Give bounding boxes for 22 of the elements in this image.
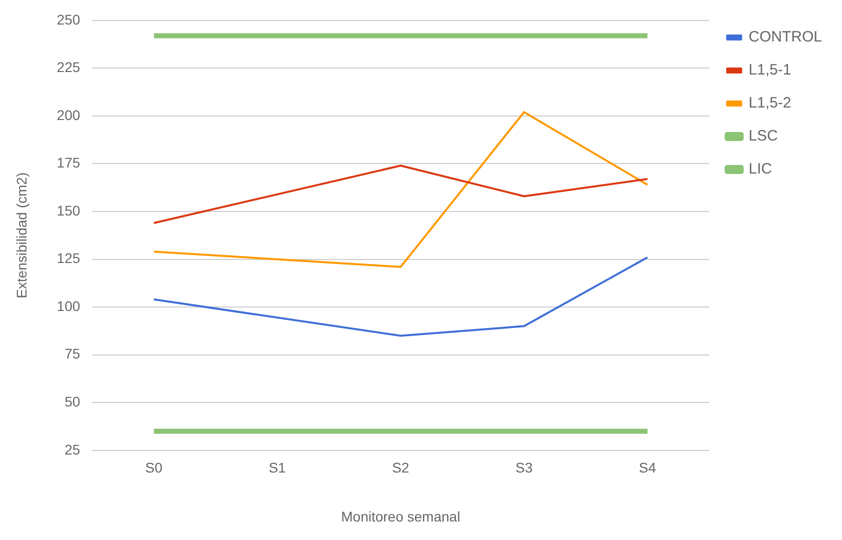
x-tick-label: S0 — [145, 460, 163, 476]
y-tick-label: 175 — [56, 154, 80, 171]
y-tick-label: 200 — [56, 106, 80, 123]
x-tick-label: S1 — [268, 460, 286, 476]
x-tick-label: S3 — [516, 460, 533, 476]
y-tick-label: 75 — [64, 346, 80, 362]
y-tick-label: 250 — [56, 11, 80, 28]
y-tick-label: 125 — [56, 250, 80, 266]
x-tick-label: S2 — [392, 460, 410, 476]
legend-label: LIC — [748, 160, 772, 178]
y-tick-label: 225 — [56, 59, 80, 76]
x-tick-label: S4 — [638, 460, 656, 476]
legend-label: CONTROL — [748, 28, 822, 46]
y-tick-label: 150 — [56, 202, 80, 218]
legend-label: L1,5-1 — [748, 62, 792, 79]
x-axis-title: Monitoreo semanal — [341, 508, 460, 524]
legend-label: LSC — [748, 128, 778, 145]
y-tick-label: 50 — [64, 393, 80, 410]
y-tick-label: 25 — [64, 441, 80, 458]
y-tick-label: 100 — [56, 298, 80, 314]
y-axis-title: Extensibilidad (cm2) — [13, 172, 30, 298]
legend-label: L1,5-2 — [748, 94, 792, 112]
